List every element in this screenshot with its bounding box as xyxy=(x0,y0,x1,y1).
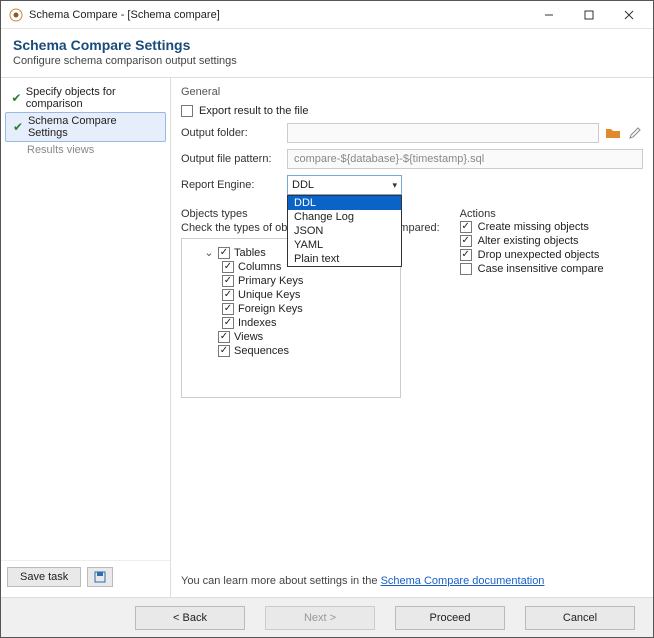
sidebar-item-label: Results views xyxy=(27,144,94,156)
sidebar-item-label: Specify objects for comparison xyxy=(26,86,160,110)
checkbox[interactable] xyxy=(460,263,472,275)
titlebar: Schema Compare - [Schema compare] xyxy=(1,1,653,29)
close-button[interactable] xyxy=(609,1,649,29)
browse-folder-button[interactable] xyxy=(605,125,621,141)
output-folder-label: Output folder: xyxy=(181,127,281,139)
export-checkbox[interactable] xyxy=(181,105,193,117)
tree-node-unique-keys[interactable]: ✓ Unique Keys xyxy=(190,288,392,302)
tree-label: Indexes xyxy=(238,317,277,329)
action-alter-existing[interactable]: ✓ Alter existing objects xyxy=(460,234,604,248)
middle-panels: Objects types Check the types of objects… xyxy=(181,208,643,569)
output-pattern-input[interactable] xyxy=(287,149,643,169)
tree-node-foreign-keys[interactable]: ✓ Foreign Keys xyxy=(190,302,392,316)
dropdown-option-changelog[interactable]: Change Log xyxy=(288,210,401,224)
action-case-insensitive[interactable]: Case insensitive compare xyxy=(460,262,604,276)
maximize-button[interactable] xyxy=(569,1,609,29)
report-engine-row: Report Engine: DDL ▾ DDL Change Log JSON… xyxy=(181,175,643,195)
sidebar-item-label: Schema Compare Settings xyxy=(28,115,159,139)
tree-node-primary-keys[interactable]: ✓ Primary Keys xyxy=(190,274,392,288)
action-label: Alter existing objects xyxy=(478,235,579,247)
checkbox[interactable]: ✓ xyxy=(460,249,472,261)
dropdown-option-plaintext[interactable]: Plain text xyxy=(288,252,401,266)
cancel-button[interactable]: Cancel xyxy=(525,606,635,630)
export-checkbox-label: Export result to the file xyxy=(199,105,308,117)
action-drop-unexpected[interactable]: ✓ Drop unexpected objects xyxy=(460,248,604,262)
checkbox[interactable]: ✓ xyxy=(222,261,234,273)
output-folder-row: Output folder: xyxy=(181,123,643,143)
app-icon xyxy=(9,8,23,22)
learn-more: You can learn more about settings in the… xyxy=(181,569,643,591)
checkbox[interactable]: ✓ xyxy=(460,235,472,247)
back-button[interactable]: < Back xyxy=(135,606,245,630)
save-task-menu-button[interactable] xyxy=(87,567,113,587)
tree-label: Unique Keys xyxy=(238,289,300,301)
checkbox[interactable]: ✓ xyxy=(218,331,230,343)
content: General Export result to the file Output… xyxy=(171,78,653,597)
output-folder-input[interactable] xyxy=(287,123,599,143)
sidebar-item-specify-objects[interactable]: ✔ Specify objects for comparison xyxy=(5,84,166,112)
checkbox[interactable]: ✓ xyxy=(218,345,230,357)
save-icon xyxy=(94,571,106,583)
report-engine-value: DDL xyxy=(292,179,314,191)
dropdown-option-yaml[interactable]: YAML xyxy=(288,238,401,252)
sidebar-item-results-views[interactable]: Results views xyxy=(5,142,166,158)
report-engine-select-wrap: DDL ▾ DDL Change Log JSON YAML Plain tex… xyxy=(287,175,402,195)
proceed-button[interactable]: Proceed xyxy=(395,606,505,630)
report-engine-dropdown: DDL Change Log JSON YAML Plain text xyxy=(287,195,402,267)
tree-label: Sequences xyxy=(234,345,289,357)
checkbox[interactable]: ✓ xyxy=(222,317,234,329)
check-icon: ✔ xyxy=(12,121,24,133)
tree-node-sequences[interactable]: ✓ Sequences xyxy=(190,344,392,358)
save-task-button[interactable]: Save task xyxy=(7,567,81,587)
general-label: General xyxy=(181,86,643,98)
dropdown-option-json[interactable]: JSON xyxy=(288,224,401,238)
chevron-down-icon: ▾ xyxy=(392,180,397,191)
tree-node-indexes[interactable]: ✓ Indexes xyxy=(190,316,392,330)
checkbox[interactable]: ✓ xyxy=(460,221,472,233)
learn-link[interactable]: Schema Compare documentation xyxy=(381,575,545,587)
collapse-icon[interactable]: ⌄ xyxy=(204,246,214,259)
folder-icon xyxy=(606,127,620,139)
body: ✔ Specify objects for comparison ✔ Schem… xyxy=(1,78,653,597)
output-pattern-label: Output file pattern: xyxy=(181,153,281,165)
action-label: Case insensitive compare xyxy=(478,263,604,275)
action-label: Create missing objects xyxy=(478,221,589,233)
header: Schema Compare Settings Configure schema… xyxy=(1,29,653,78)
dropdown-option-ddl[interactable]: DDL xyxy=(288,196,401,210)
tree-node-views[interactable]: ✓ Views xyxy=(190,330,392,344)
tree-label: Foreign Keys xyxy=(238,303,303,315)
action-create-missing[interactable]: ✓ Create missing objects xyxy=(460,220,604,234)
tree-label: Tables xyxy=(234,247,266,259)
page-title: Schema Compare Settings xyxy=(13,37,641,53)
minimize-button[interactable] xyxy=(529,1,569,29)
actions-panel: Actions ✓ Create missing objects ✓ Alter e… xyxy=(460,208,604,569)
sidebar-item-schema-settings[interactable]: ✔ Schema Compare Settings xyxy=(5,112,166,142)
output-pattern-row: Output file pattern: xyxy=(181,149,643,169)
checkbox[interactable]: ✓ xyxy=(218,247,230,259)
sidebar: ✔ Specify objects for comparison ✔ Schem… xyxy=(1,78,171,597)
checkbox[interactable]: ✓ xyxy=(222,289,234,301)
report-engine-select[interactable]: DDL ▾ xyxy=(287,175,402,195)
window-title: Schema Compare - [Schema compare] xyxy=(29,9,529,21)
sidebar-nav: ✔ Specify objects for comparison ✔ Schem… xyxy=(1,82,170,560)
action-label: Drop unexpected objects xyxy=(478,249,600,261)
next-button[interactable]: Next > xyxy=(265,606,375,630)
report-engine-label: Report Engine: xyxy=(181,179,281,191)
tree-label: Columns xyxy=(238,261,281,273)
footer: < Back Next > Proceed Cancel xyxy=(1,597,653,637)
export-row: Export result to the file xyxy=(181,105,643,117)
edit-button[interactable] xyxy=(627,125,643,141)
window: Schema Compare - [Schema compare] Schema… xyxy=(0,0,654,638)
sidebar-bottom: Save task xyxy=(1,560,170,593)
tree-label: Primary Keys xyxy=(238,275,303,287)
checkbox[interactable]: ✓ xyxy=(222,275,234,287)
pencil-icon xyxy=(629,127,641,139)
checkbox[interactable]: ✓ xyxy=(222,303,234,315)
check-icon: ✔ xyxy=(11,92,22,104)
page-subtitle: Configure schema comparison output setti… xyxy=(13,55,641,67)
tree-label: Views xyxy=(234,331,263,343)
actions-title: Actions xyxy=(460,208,604,220)
learn-prefix: You can learn more about settings in the xyxy=(181,575,381,587)
